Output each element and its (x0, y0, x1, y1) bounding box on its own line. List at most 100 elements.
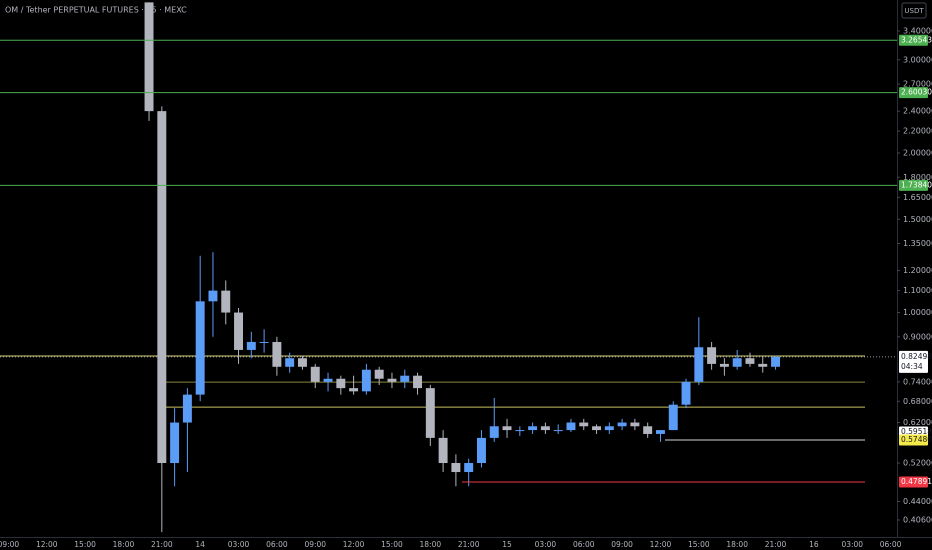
x-tick-label: 14 (195, 540, 205, 549)
x-tick-label: 09:00 (0, 540, 19, 549)
x-tick-label: 21:00 (151, 540, 173, 549)
y-tick-label: 1.65000 (903, 193, 932, 202)
x-tick-label: 03:00 (841, 540, 863, 549)
candle-body (464, 463, 474, 473)
x-tick-label: 18:00 (113, 540, 135, 549)
chart-title: OM / Tether PERPETUAL FUTURES · 15 · MEX… (5, 6, 187, 15)
price-tag (899, 87, 928, 99)
candle-body (566, 422, 576, 431)
candle-body (476, 437, 486, 464)
candle-body (400, 375, 410, 382)
candle-body (425, 388, 435, 438)
candle-body (643, 426, 653, 434)
x-tick-label: 21:00 (765, 540, 787, 549)
x-tick-label: 12:00 (650, 540, 672, 549)
y-tick-label: 1.35000 (903, 239, 932, 248)
x-tick-label: 16 (809, 540, 819, 549)
currency-label[interactable]: USDT (904, 7, 924, 15)
candle-body (732, 358, 742, 367)
candle-body (438, 437, 448, 464)
y-tick-label: 3.40000 (903, 26, 932, 35)
candle-body (707, 347, 717, 364)
x-tick-label: 06:00 (880, 540, 902, 549)
candle-body (528, 426, 538, 431)
candle-body (592, 426, 602, 431)
price-tag (899, 476, 928, 488)
price-tag (899, 34, 928, 46)
y-tick-label: 0.40600 (903, 515, 932, 524)
x-tick-label: 15:00 (688, 540, 710, 549)
last-price-label: 0.82498 (901, 352, 932, 361)
currency-button[interactable] (901, 2, 927, 19)
price-tag-label: 3.26543 (901, 35, 932, 44)
candle-body (387, 378, 397, 382)
x-tick-label: 15:00 (74, 540, 96, 549)
candle-body (259, 341, 269, 343)
candle-body (221, 290, 231, 313)
candle-body (451, 463, 461, 473)
candle-body (413, 375, 423, 389)
candle-body (157, 111, 167, 464)
candle-body (272, 341, 282, 367)
candle-body (694, 347, 704, 382)
candle-body (655, 430, 665, 434)
candle-body (349, 388, 359, 392)
x-tick-label: 09:00 (304, 540, 326, 549)
candle-body (234, 312, 244, 350)
candle-body (323, 378, 333, 382)
candle-body (540, 426, 550, 431)
candle-body (502, 426, 512, 431)
candle-body (553, 430, 563, 432)
x-tick-label: 15 (502, 540, 512, 549)
candle-body (668, 404, 678, 431)
price-tag-label: 1.73840 (901, 180, 932, 189)
candle-body (745, 358, 755, 364)
candle-body (195, 301, 205, 395)
candle-body (310, 366, 320, 382)
candle-body (246, 341, 256, 350)
price-tag-label: 0.59518 (901, 427, 932, 436)
x-tick-label: 12:00 (343, 540, 365, 549)
x-tick-label: 12:00 (36, 540, 58, 549)
candle-body (285, 358, 295, 367)
candle-body (630, 422, 640, 427)
x-tick-label: 15:00 (381, 540, 403, 549)
price-tag (899, 179, 928, 191)
price-tag-label: 0.57480 (901, 435, 932, 444)
candle-body (182, 394, 192, 423)
x-tick-label: 03:00 (228, 540, 250, 549)
x-tick-label: 18:00 (726, 540, 748, 549)
candle-body (336, 378, 346, 389)
candle-body (297, 358, 307, 367)
candle-body (170, 422, 180, 464)
candle-body (579, 422, 589, 427)
y-tick-label: 1.10000 (903, 286, 932, 295)
y-tick-label: 1.80000 (903, 173, 932, 182)
candle-body (361, 369, 371, 392)
x-tick-label: 09:00 (611, 540, 633, 549)
candle-body (374, 369, 384, 379)
countdown-label: 04:34 (901, 362, 923, 371)
price-tag (899, 434, 928, 446)
y-tick-label: 2.40000 (903, 107, 932, 116)
candle-body (144, 2, 154, 112)
x-tick-label: 21:00 (458, 540, 480, 549)
y-tick-label: 1.20000 (903, 266, 932, 275)
candle-body (489, 426, 499, 438)
candle-body (758, 363, 768, 367)
candle-body (208, 290, 218, 302)
x-tick-label: 06:00 (573, 540, 595, 549)
candle-body (771, 356, 781, 367)
candle-body (617, 422, 627, 427)
